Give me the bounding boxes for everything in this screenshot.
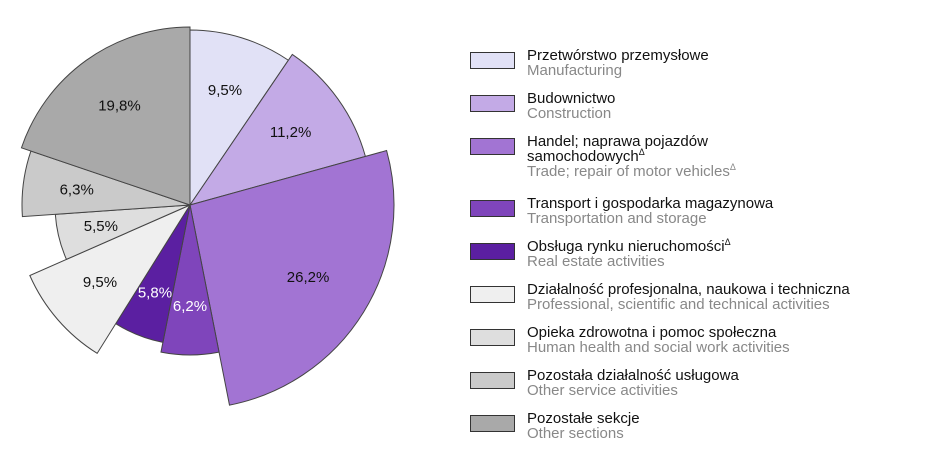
- legend-label-en: Transportation and storage: [527, 210, 707, 227]
- value-label: 9,5%: [83, 274, 117, 291]
- legend-label-pl: Handel; naprawa pojazdów samochodowych: [527, 133, 708, 165]
- legend-label: Handel; naprawa pojazdów samochodowychΔ: [527, 134, 736, 164]
- legend-swatch: [470, 200, 515, 217]
- legend-label-en: Other service activities: [527, 382, 678, 399]
- legend-label-pl: Obsługa rynku nieruchomości: [527, 238, 725, 255]
- legend-label: Przetwórstwo przemysłowe: [527, 48, 709, 63]
- slice: [160, 204, 220, 356]
- legend-label-en: Manufacturing: [527, 62, 623, 79]
- legend-label: Budownictwo: [527, 91, 615, 106]
- legend-item: Opieka zdrowotna i pomoc społeczna Human …: [470, 325, 930, 368]
- legend-swatch: [470, 52, 515, 69]
- legend-label-pl: Przetwórstwo przemysłowe: [527, 47, 709, 64]
- legend-item: Obsługa rynku nieruchomościΔ Real estate …: [470, 237, 930, 282]
- legend-swatch: [470, 329, 515, 346]
- legend-text: Obsługa rynku nieruchomościΔ Real estate …: [527, 237, 731, 270]
- legend-label-pl: Opieka zdrowotna i pomoc społeczna: [527, 324, 777, 341]
- legend: Przetwórstwo przemysłowe Manufacturing Bud…: [470, 48, 930, 454]
- legend-swatch: [470, 95, 515, 112]
- legend-swatch: [470, 286, 515, 303]
- value-label: 26,2%: [287, 269, 330, 286]
- value-label: 5,5%: [84, 218, 118, 235]
- legend-label-pl: Budownictwo: [527, 90, 616, 107]
- legend-swatch: [470, 138, 515, 155]
- legend-text: Transport i gospodarka magazynowa Transpo…: [527, 196, 773, 226]
- legend-label: Human health and social work activities: [527, 340, 790, 355]
- legend-text: Opieka zdrowotna i pomoc społeczna Human …: [527, 325, 790, 355]
- legend-label: Pozostała działalność usługowa: [527, 368, 739, 383]
- legend-label: Trade; repair of motor vehiclesΔ: [527, 162, 736, 180]
- legend-item: Przetwórstwo przemysłowe Manufacturing: [470, 48, 930, 91]
- legend-swatch: [470, 243, 515, 260]
- legend-label-en: Trade; repair of motor vehicles: [527, 163, 730, 180]
- legend-label: Other sections: [527, 426, 640, 441]
- legend-label-pl: Działalność profesjonalna, naukowa i tec…: [527, 281, 850, 298]
- legend-item: Handel; naprawa pojazdów samochodowychΔ T…: [470, 134, 930, 196]
- legend-label: Obsługa rynku nieruchomościΔ: [527, 237, 731, 255]
- legend-swatch: [470, 415, 515, 432]
- value-label: 11,2%: [270, 124, 311, 141]
- legend-item: Budownictwo Construction: [470, 91, 930, 134]
- value-label: 6,2%: [173, 298, 207, 315]
- legend-label: Transportation and storage: [527, 211, 773, 226]
- legend-marker: Δ: [724, 237, 731, 247]
- value-label: 9,5%: [208, 82, 242, 99]
- slice: [189, 149, 395, 406]
- legend-item: Transport i gospodarka magazynowa Transpo…: [470, 196, 930, 239]
- legend-label-en: Professional, scientific and technical a…: [527, 296, 830, 313]
- value-label: 6,3%: [60, 181, 94, 198]
- legend-label: Manufacturing: [527, 63, 709, 78]
- legend-item: Pozostała działalność usługowa Other serv…: [470, 368, 930, 411]
- legend-label-en: Human health and social work activities: [527, 339, 790, 356]
- value-label: 19,8%: [98, 98, 141, 115]
- legend-label: Real estate activities: [527, 254, 731, 269]
- legend-label-pl: Pozostała działalność usługowa: [527, 367, 739, 384]
- slice: [189, 29, 290, 207]
- legend-marker: Δ: [638, 147, 645, 157]
- legend-text: Handel; naprawa pojazdów samochodowychΔ T…: [527, 134, 736, 179]
- legend-label: Transport i gospodarka magazynowa: [527, 196, 773, 211]
- legend-label: Działalność profesjonalna, naukowa i tec…: [527, 282, 850, 297]
- legend-label: Construction: [527, 106, 615, 121]
- legend-label: Other service activities: [527, 383, 739, 398]
- legend-swatch: [470, 372, 515, 389]
- value-label: 5,8%: [138, 284, 172, 301]
- legend-label-pl: Transport i gospodarka magazynowa: [527, 195, 774, 212]
- legend-text: Budownictwo Construction: [527, 91, 615, 121]
- slice: [29, 203, 192, 355]
- slice: [20, 26, 191, 206]
- legend-label: Professional, scientific and technical a…: [527, 297, 850, 312]
- legend-marker: Δ: [729, 162, 736, 172]
- legend-label: Opieka zdrowotna i pomoc społeczna: [527, 325, 790, 340]
- legend-label-en: Real estate activities: [527, 253, 665, 270]
- legend-text: Pozostałe sekcje Other sections: [527, 411, 640, 441]
- legend-text: Pozostała działalność usługowa Other serv…: [527, 368, 739, 398]
- legend-label-pl: Pozostałe sekcje: [527, 410, 640, 427]
- legend-label-en: Construction: [527, 105, 612, 122]
- legend-item: Działalność profesjonalna, naukowa i tec…: [470, 282, 930, 325]
- legend-label-en: Other sections: [527, 425, 624, 442]
- legend-text: Przetwórstwo przemysłowe Manufacturing: [527, 48, 709, 78]
- legend-label: Pozostałe sekcje: [527, 411, 640, 426]
- legend-item: Pozostałe sekcje Other sections: [470, 411, 930, 454]
- slice: [188, 53, 367, 206]
- legend-text: Działalność profesjonalna, naukowa i tec…: [527, 282, 850, 312]
